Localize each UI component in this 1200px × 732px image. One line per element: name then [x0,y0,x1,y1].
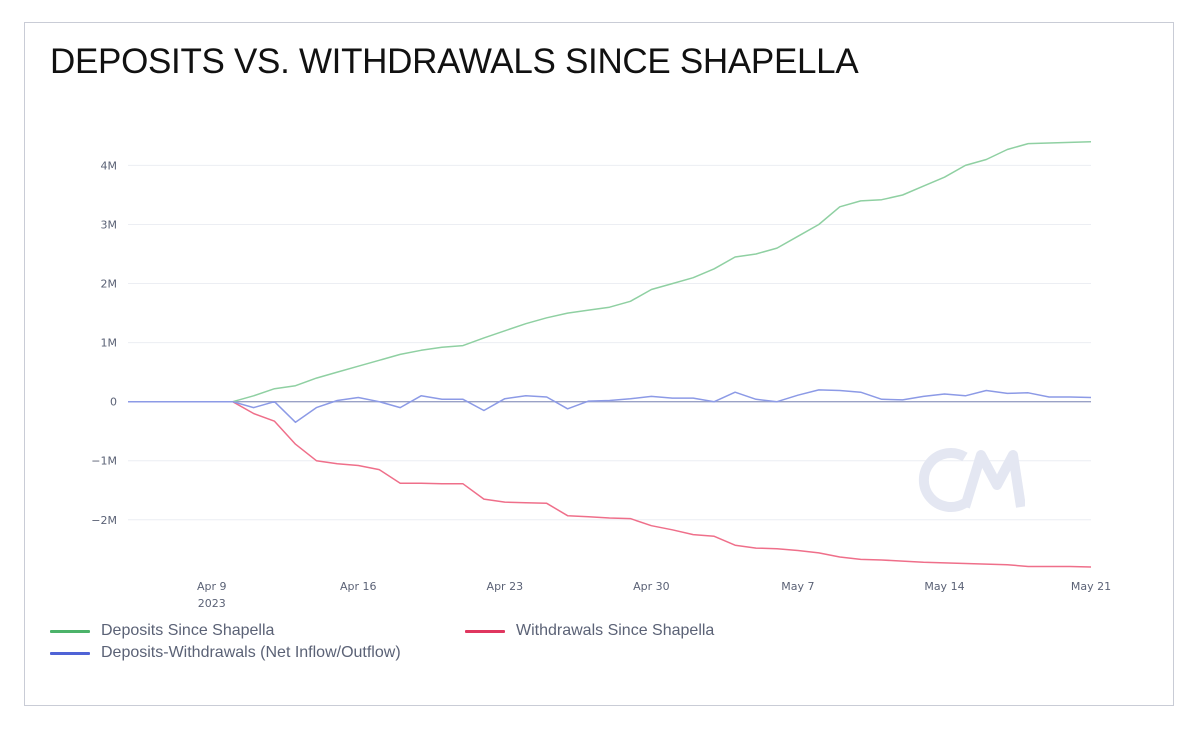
legend-label: Deposits Since Shapella [101,622,275,639]
y-tick-label: 4M [101,159,118,172]
series-lines [128,141,1092,568]
legend-label: Withdrawals Since Shapella [516,622,715,639]
y-tick-label: 1M [101,337,118,350]
x-tick-label: May 14 [924,580,964,593]
series-line-withdrawals-since-shapella [128,400,1092,568]
chart-title: DEPOSITS VS. WITHDRAWALS SINCE SHAPELLA [50,42,859,81]
chart-legend: Deposits Since Shapella Withdrawals Since… [24,618,1124,668]
x-tick-label: May 7 [781,580,814,593]
y-tick-label: −2M [91,514,117,527]
x-tick-label: Apr 16 [340,580,377,593]
x-axis-ticks: Apr 9 2023 Apr 16 Apr 23 Apr 30 May 7 May 14 Ma… [197,580,1111,610]
series-line-deposits-withdrawals-net-inflow-outflow [128,389,1092,424]
y-axis-ticks: 4M 3M 2M 1M 0 −1M −2M [91,159,117,526]
legend-item[interactable]: Deposits Since Shapella [50,622,274,640]
watermark-logo [918,448,1025,512]
x-tick-label: May 21 [1071,580,1111,593]
series-line-deposits-since-shapella [128,141,1092,403]
x-tick-label: Apr 30 [633,580,670,593]
legend-item[interactable]: Withdrawals Since Shapella [465,622,714,640]
y-tick-label: 3M [101,218,118,231]
x-tick-label: Apr 23 [487,580,524,593]
chart-frame [24,22,1174,706]
x-tick-sublabel: 2023 [198,597,226,610]
y-tick-label: −1M [91,455,117,468]
y-tick-label: 0 [110,396,117,409]
y-tick-label: 2M [101,278,118,291]
legend-label: Deposits-Withdrawals (Net Inflow/Outflow… [101,644,401,661]
x-tick-label: Apr 9 [197,580,227,593]
legend-swatch [465,629,505,633]
legend-item[interactable]: Deposits-Withdrawals (Net Inflow/Outflow… [50,644,401,662]
legend-swatch [50,651,90,655]
legend-swatch [50,629,90,633]
